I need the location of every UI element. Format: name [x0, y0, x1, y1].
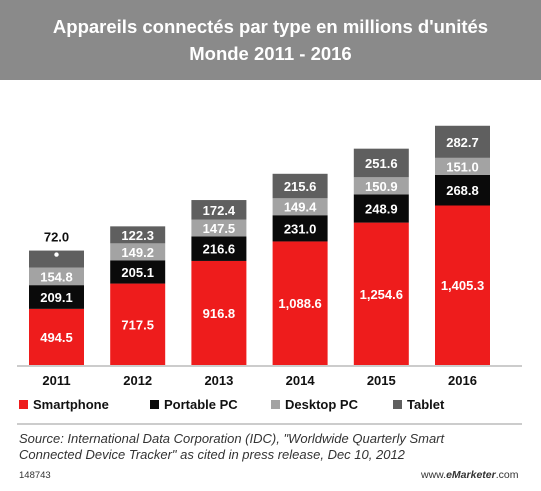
data-label: 231.0: [284, 221, 317, 236]
data-label: 149.4: [284, 200, 317, 215]
emarketer-link[interactable]: www.eMarketer.com: [421, 469, 518, 481]
bar-tablet-2011: [29, 250, 84, 268]
bar-tablet-2012: [110, 226, 166, 244]
legend-label: Smartphone: [33, 397, 109, 412]
data-label: 1,088.6: [278, 296, 321, 311]
bar-desktop-pc-2013: [191, 219, 247, 237]
data-label: 151.0: [446, 159, 479, 174]
bar-tablet-2016: [435, 125, 490, 158]
bar-portable-pc-2012: [110, 260, 166, 284]
bar-portable-pc-2013: [191, 236, 247, 261]
bar-tablet-2015: [353, 148, 409, 178]
data-label: 916.8: [203, 306, 236, 321]
data-label: 150.9: [365, 179, 398, 194]
x-tick-label: 2012: [123, 373, 152, 388]
bar-desktop-pc-2015: [353, 177, 409, 195]
bar-smartphone-2016: [435, 205, 490, 365]
data-label: 122.3: [121, 228, 154, 243]
bar-desktop-pc-2012: [110, 243, 166, 261]
legend-swatch-desktop-pc: [271, 400, 280, 409]
bar-portable-pc-2014: [272, 215, 328, 242]
bar-desktop-pc-2016: [435, 157, 490, 175]
bar-smartphone-2014: [272, 241, 328, 365]
data-label: 717.5: [121, 317, 154, 332]
legend-label: Desktop PC: [285, 397, 359, 412]
x-tick-label: 2015: [367, 373, 396, 388]
chart-subtitle: Monde 2011 - 2016: [189, 43, 352, 64]
legend-label: Portable PC: [164, 397, 238, 412]
bar-tablet-2014: [272, 173, 328, 199]
data-label: 251.6: [365, 156, 398, 171]
data-label: 248.9: [365, 201, 398, 216]
data-label: 268.8: [446, 183, 479, 198]
x-tick-label: 2014: [286, 373, 316, 388]
data-label: 147.5: [203, 221, 236, 236]
data-label: 282.7: [446, 135, 479, 150]
data-label: 215.6: [284, 179, 317, 194]
legend-swatch-smartphone: [19, 400, 28, 409]
data-label: 154.8: [40, 269, 73, 284]
bar-smartphone-2012: [110, 283, 166, 365]
bar-desktop-pc-2014: [272, 198, 328, 216]
data-label: 149.2: [121, 245, 154, 260]
legend-label: Tablet: [407, 397, 445, 412]
x-tick-label: 2016: [448, 373, 477, 388]
site-prefix: www.: [421, 469, 447, 481]
data-label: 1,254.6: [360, 287, 403, 302]
bar-desktop-pc-2011: [29, 267, 84, 286]
data-label: 494.5: [40, 330, 73, 345]
chart-id: 148743: [19, 470, 51, 481]
x-tick-label: 2013: [204, 373, 233, 388]
bar-smartphone-2013: [191, 260, 247, 365]
source-line-2: Connected Device Tracker" as cited in pr…: [19, 447, 405, 462]
data-label: 205.1: [121, 265, 154, 280]
data-label: 72.0: [44, 230, 69, 245]
tablet-marker-dot: [54, 252, 59, 257]
site-suffix: .com: [495, 469, 519, 481]
bar-smartphone-2011: [29, 308, 84, 365]
bar-portable-pc-2011: [29, 285, 84, 309]
bar-portable-pc-2015: [353, 194, 409, 223]
bar-portable-pc-2016: [435, 174, 490, 206]
chart-title-banner: Appareils connectés par type en millions…: [0, 0, 541, 80]
data-label: 216.6: [203, 242, 236, 257]
x-tick-label: 2011: [42, 373, 70, 388]
legend-swatch-tablet: [393, 400, 402, 409]
bar-smartphone-2015: [353, 222, 409, 365]
data-label: 209.1: [40, 290, 73, 305]
chart-title: Appareils connectés par type en millions…: [52, 16, 489, 37]
site-brand: eMarketer: [446, 469, 496, 481]
data-label: 172.4: [203, 203, 236, 218]
legend-swatch-portable-pc: [150, 400, 159, 409]
bar-tablet-2013: [191, 200, 247, 220]
data-label: 1,405.3: [441, 278, 484, 293]
source-line-1: Source: International Data Corporation (…: [19, 431, 445, 446]
